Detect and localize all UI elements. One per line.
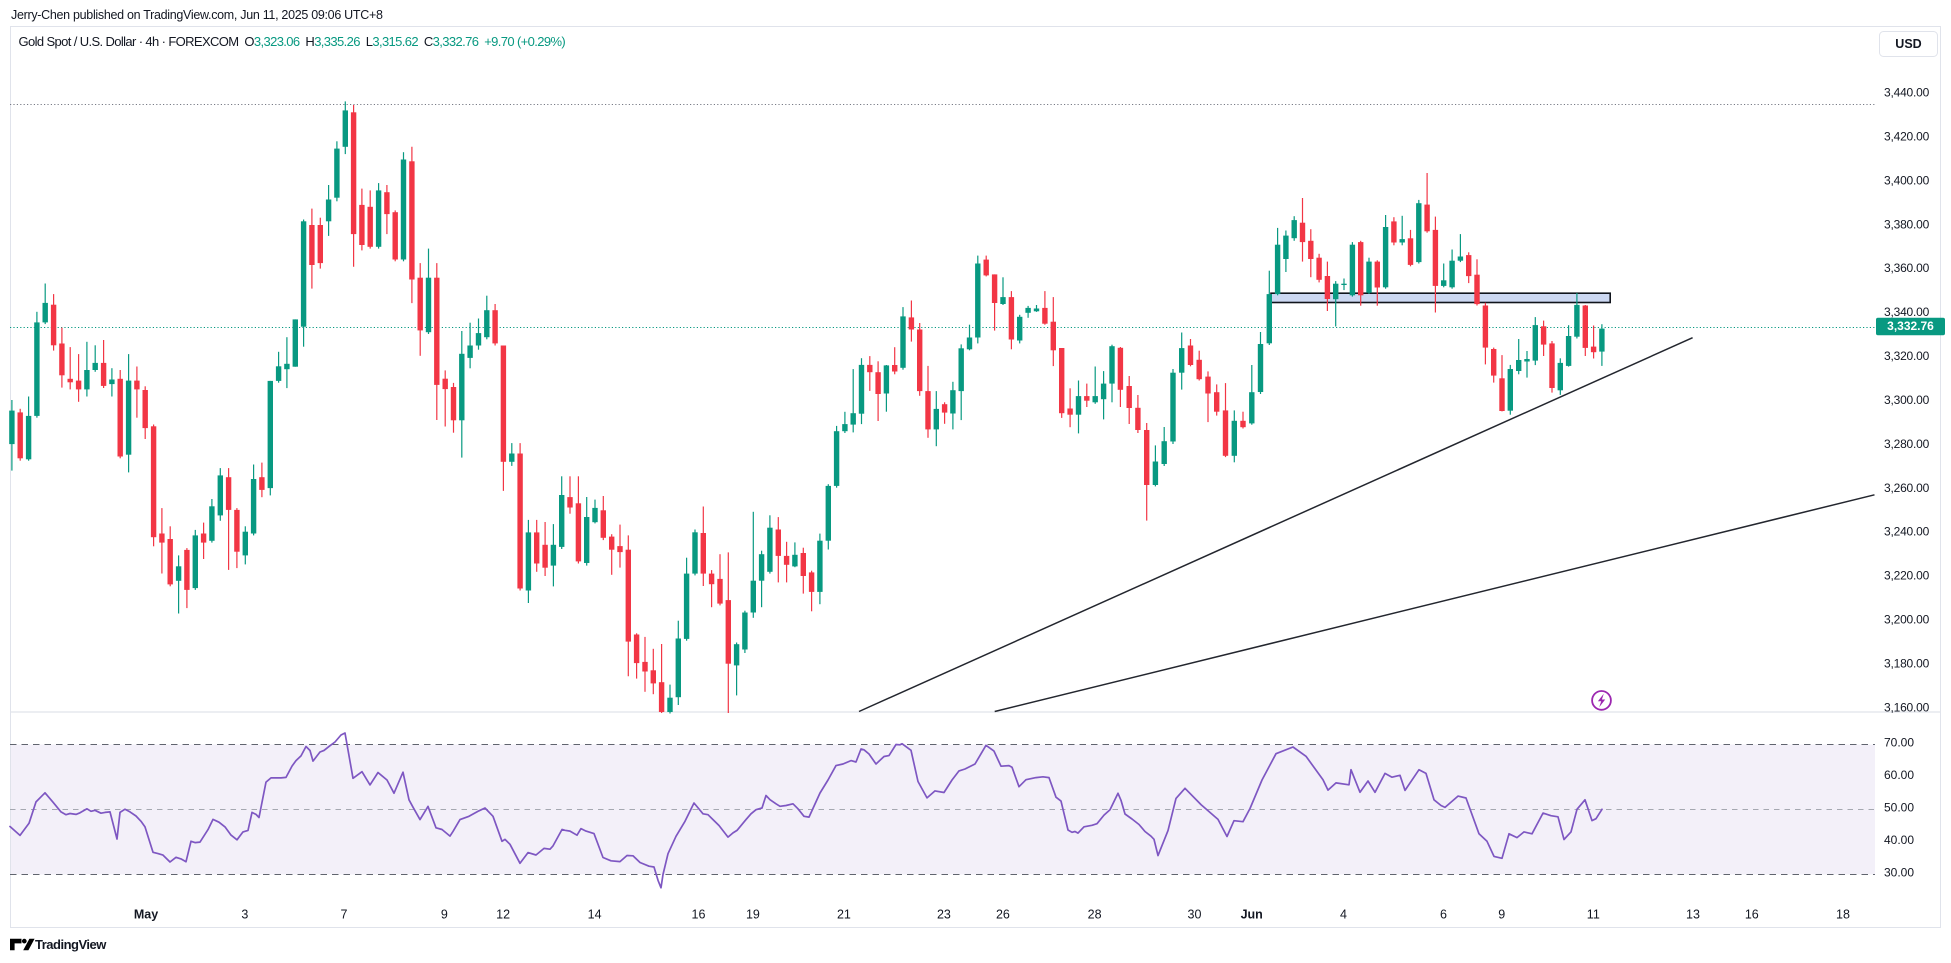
svg-text:30: 30 — [1188, 907, 1202, 921]
svg-text:3,400.00: 3,400.00 — [1884, 173, 1930, 187]
svg-text:3,320.00: 3,320.00 — [1884, 349, 1930, 363]
svg-text:3,440.00: 3,440.00 — [1884, 85, 1930, 99]
svg-text:50.00: 50.00 — [1884, 801, 1914, 815]
svg-text:3,240.00: 3,240.00 — [1884, 525, 1930, 539]
svg-text:TradingView: TradingView — [35, 937, 107, 952]
svg-text:3,380.00: 3,380.00 — [1884, 217, 1930, 231]
svg-text:30.00: 30.00 — [1884, 866, 1914, 880]
svg-text:Gold Spot / U.S. Dollar · 4h ·: Gold Spot / U.S. Dollar · 4h · FOREXCOM … — [19, 34, 566, 49]
svg-text:3,340.00: 3,340.00 — [1884, 305, 1930, 319]
svg-text:6: 6 — [1440, 907, 1447, 921]
svg-text:4: 4 — [1340, 907, 1347, 921]
svg-text:40.00: 40.00 — [1884, 833, 1914, 847]
svg-text:60.00: 60.00 — [1884, 768, 1914, 782]
svg-text:Jun: Jun — [1241, 907, 1263, 921]
svg-text:3,420.00: 3,420.00 — [1884, 129, 1930, 143]
svg-text:26: 26 — [996, 907, 1010, 921]
svg-text:13: 13 — [1686, 907, 1700, 921]
svg-text:21: 21 — [837, 907, 851, 921]
svg-text:3,180.00: 3,180.00 — [1884, 656, 1930, 670]
svg-text:12: 12 — [496, 907, 510, 921]
svg-text:11: 11 — [1587, 907, 1600, 921]
svg-text:70.00: 70.00 — [1884, 736, 1914, 750]
svg-text:18: 18 — [1836, 907, 1850, 921]
svg-text:16: 16 — [1745, 907, 1759, 921]
svg-text:28: 28 — [1088, 907, 1102, 921]
svg-text:9: 9 — [1498, 907, 1505, 921]
svg-text:7: 7 — [341, 907, 348, 921]
svg-text:14: 14 — [588, 907, 602, 921]
svg-text:3,332.76: 3,332.76 — [1887, 319, 1934, 333]
svg-text:3,160.00: 3,160.00 — [1884, 700, 1930, 714]
svg-text:Jerry-Chen published on Tradin: Jerry-Chen published on TradingView.com,… — [11, 8, 383, 22]
svg-text:May: May — [134, 907, 158, 921]
svg-text:9: 9 — [441, 907, 448, 921]
svg-text:USD: USD — [1895, 37, 1921, 51]
svg-text:3,220.00: 3,220.00 — [1884, 569, 1930, 583]
svg-text:3,260.00: 3,260.00 — [1884, 481, 1930, 495]
svg-text:3,360.00: 3,360.00 — [1884, 261, 1930, 275]
svg-text:16: 16 — [692, 907, 706, 921]
svg-text:3,300.00: 3,300.00 — [1884, 393, 1930, 407]
svg-text:3,280.00: 3,280.00 — [1884, 437, 1930, 451]
svg-text:19: 19 — [746, 907, 760, 921]
svg-text:23: 23 — [937, 907, 951, 921]
svg-text:3: 3 — [241, 907, 248, 921]
svg-text:3,200.00: 3,200.00 — [1884, 612, 1930, 626]
